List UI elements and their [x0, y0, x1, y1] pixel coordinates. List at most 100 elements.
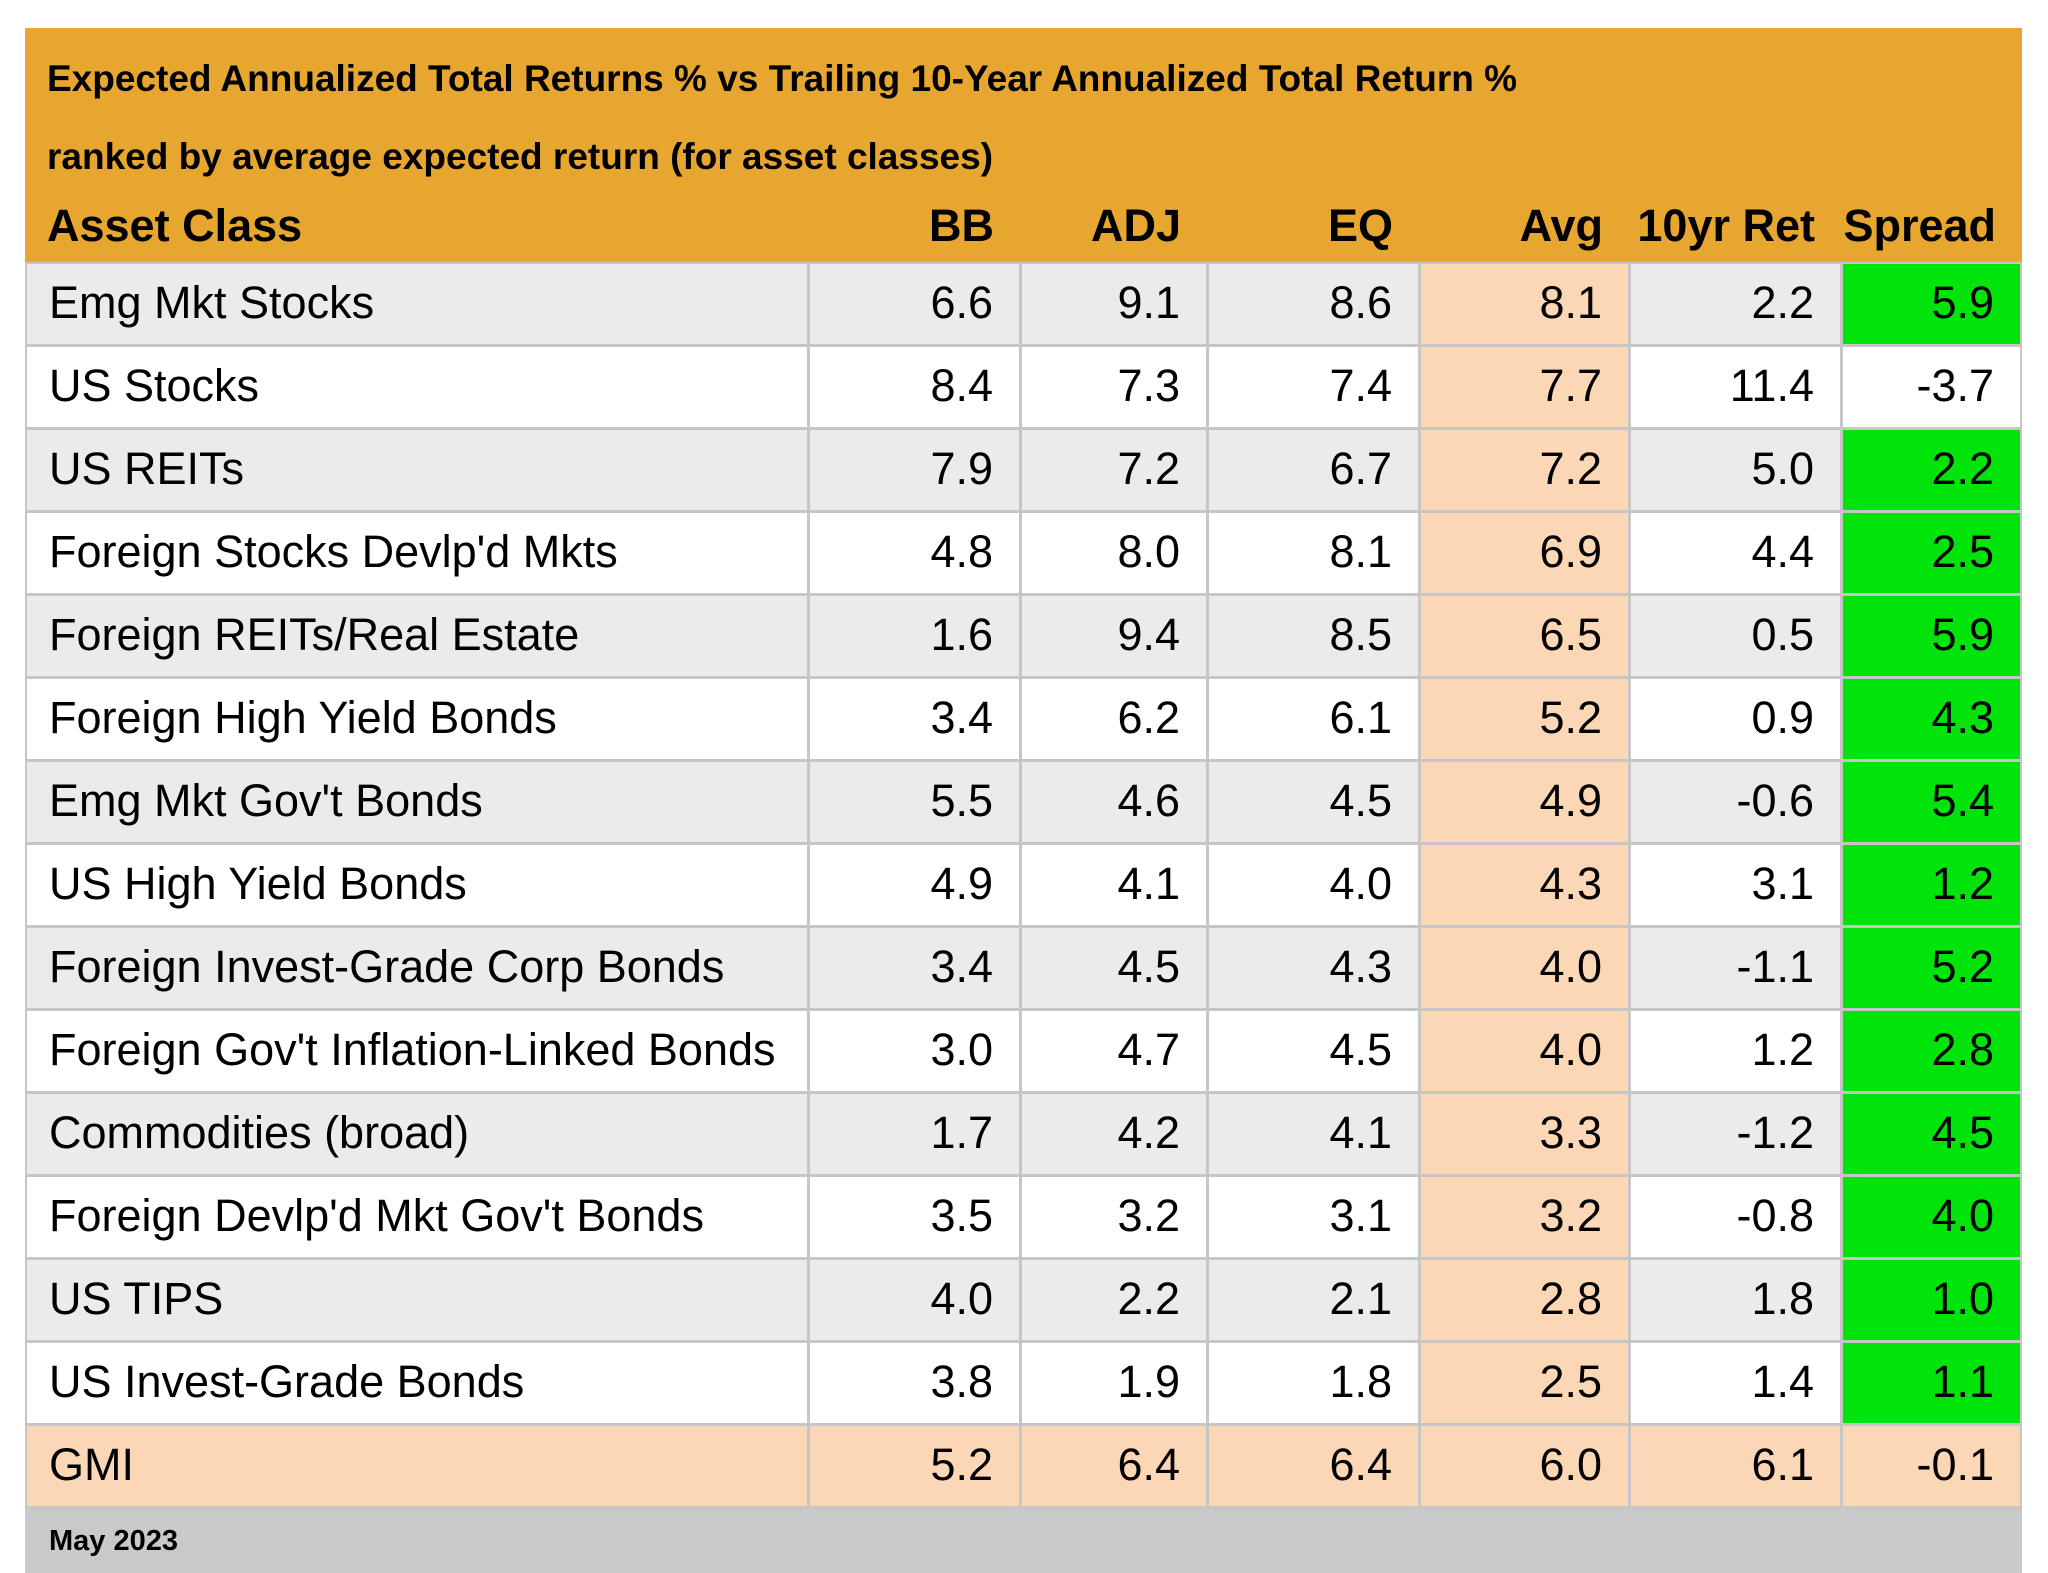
eq-cell: 8.5 — [1209, 596, 1421, 676]
bb-cell: 4.0 — [810, 1260, 1022, 1340]
table-header: Expected Annualized Total Returns % vs T… — [25, 28, 2022, 262]
table-row: Emg Mkt Gov't Bonds 5.5 4.6 4.5 4.9 -0.6 5.4 — [27, 762, 2020, 845]
avg-cell: 6.5 — [1421, 596, 1631, 676]
avg-cell: 4.0 — [1421, 1011, 1631, 1091]
avg-cell: 8.1 — [1421, 264, 1631, 344]
table-row: Emg Mkt Stocks 6.6 9.1 8.6 8.1 2.2 5.9 — [27, 264, 2020, 347]
avg-cell: 4.3 — [1421, 845, 1631, 925]
table-row: Foreign Stocks Devlp'd Mkts 4.8 8.0 8.1 6.9 4… — [27, 513, 2020, 596]
eq-cell: 6.4 — [1209, 1426, 1421, 1506]
10yr-ret-cell: -0.8 — [1631, 1177, 1843, 1257]
asset-class-cell: US High Yield Bonds — [27, 845, 810, 925]
footer-date: May 2023 — [49, 1525, 178, 1557]
10yr-ret-cell: 3.1 — [1631, 845, 1843, 925]
10yr-ret-cell: 5.0 — [1631, 430, 1843, 510]
spread-cell: 1.0 — [1843, 1260, 2020, 1340]
spread-cell: 4.3 — [1843, 679, 2020, 759]
bb-cell: 1.7 — [810, 1094, 1022, 1174]
avg-cell: 5.2 — [1421, 679, 1631, 759]
table-row: Commodities (broad) 1.7 4.2 4.1 3.3 -1.2 4.5 — [27, 1094, 2020, 1177]
table-row: GMI 5.2 6.4 6.4 6.0 6.1 -0.1 — [27, 1426, 2020, 1509]
bb-cell: 3.8 — [810, 1343, 1022, 1423]
bb-cell: 5.2 — [810, 1426, 1022, 1506]
adj-cell: 4.7 — [1022, 1011, 1209, 1091]
avg-cell: 2.8 — [1421, 1260, 1631, 1340]
10yr-ret-cell: 1.8 — [1631, 1260, 1843, 1340]
spread-cell: 5.9 — [1843, 264, 2020, 344]
asset-class-cell: Foreign Devlp'd Mkt Gov't Bonds — [27, 1177, 810, 1257]
asset-class-cell: Commodities (broad) — [27, 1094, 810, 1174]
avg-cell: 3.2 — [1421, 1177, 1631, 1257]
table-row: US Invest-Grade Bonds 3.8 1.9 1.8 2.5 1.4 1.1 — [27, 1343, 2020, 1426]
asset-class-cell: US TIPS — [27, 1260, 810, 1340]
adj-cell: 4.2 — [1022, 1094, 1209, 1174]
table-row: US TIPS 4.0 2.2 2.1 2.8 1.8 1.0 — [27, 1260, 2020, 1343]
bb-cell: 1.6 — [810, 596, 1022, 676]
asset-class-cell: Emg Mkt Stocks — [27, 264, 810, 344]
table-row: Foreign Invest-Grade Corp Bonds 3.4 4.5 4.3… — [27, 928, 2020, 1011]
10yr-ret-cell: 0.5 — [1631, 596, 1843, 676]
spread-cell: 2.5 — [1843, 513, 2020, 593]
column-header-avg: Avg — [1519, 200, 1603, 251]
avg-cell: 7.7 — [1421, 347, 1631, 427]
spread-cell: 4.0 — [1843, 1177, 2020, 1257]
eq-cell: 4.1 — [1209, 1094, 1421, 1174]
adj-cell: 7.2 — [1022, 430, 1209, 510]
asset-class-cell: Emg Mkt Gov't Bonds — [27, 762, 810, 842]
asset-class-cell: Foreign High Yield Bonds — [27, 679, 810, 759]
spread-cell: 1.2 — [1843, 845, 2020, 925]
asset-class-cell: Foreign Gov't Inflation-Linked Bonds — [27, 1011, 810, 1091]
table-footer: May 2023 — [25, 1509, 2022, 1573]
10yr-ret-cell: -1.1 — [1631, 928, 1843, 1008]
table-row: US High Yield Bonds 4.9 4.1 4.0 4.3 3.1 1.2 — [27, 845, 2020, 928]
column-header-bb: BB — [929, 200, 994, 251]
spread-cell: -3.7 — [1843, 347, 2020, 427]
bb-cell: 3.4 — [810, 679, 1022, 759]
table-title: Expected Annualized Total Returns % vs T… — [47, 58, 1518, 99]
adj-cell: 9.4 — [1022, 596, 1209, 676]
eq-cell: 8.1 — [1209, 513, 1421, 593]
10yr-ret-cell: 4.4 — [1631, 513, 1843, 593]
column-header-row: Asset Class BB ADJ EQ Avg 10yr Ret Sprea… — [25, 196, 2022, 262]
bb-cell: 7.9 — [810, 430, 1022, 510]
table-row: Foreign REITs/Real Estate 1.6 9.4 8.5 6.5 0.5… — [27, 596, 2020, 679]
bb-cell: 6.6 — [810, 264, 1022, 344]
eq-cell: 2.1 — [1209, 1260, 1421, 1340]
bb-cell: 8.4 — [810, 347, 1022, 427]
adj-cell: 7.3 — [1022, 347, 1209, 427]
eq-cell: 4.5 — [1209, 762, 1421, 842]
spread-cell: 1.1 — [1843, 1343, 2020, 1423]
10yr-ret-cell: -0.6 — [1631, 762, 1843, 842]
bb-cell: 3.4 — [810, 928, 1022, 1008]
adj-cell: 1.9 — [1022, 1343, 1209, 1423]
eq-cell: 7.4 — [1209, 347, 1421, 427]
table-row: US REITs 7.9 7.2 6.7 7.2 5.0 2.2 — [27, 430, 2020, 513]
avg-cell: 3.3 — [1421, 1094, 1631, 1174]
adj-cell: 8.0 — [1022, 513, 1209, 593]
10yr-ret-cell: -1.2 — [1631, 1094, 1843, 1174]
asset-class-cell: US Stocks — [27, 347, 810, 427]
adj-cell: 3.2 — [1022, 1177, 1209, 1257]
adj-cell: 2.2 — [1022, 1260, 1209, 1340]
spread-cell: 2.8 — [1843, 1011, 2020, 1091]
10yr-ret-cell: 2.2 — [1631, 264, 1843, 344]
avg-cell: 7.2 — [1421, 430, 1631, 510]
spread-cell: 4.5 — [1843, 1094, 2020, 1174]
10yr-ret-cell: 1.2 — [1631, 1011, 1843, 1091]
returns-table: Expected Annualized Total Returns % vs T… — [25, 28, 2022, 1573]
10yr-ret-cell: 6.1 — [1631, 1426, 1843, 1506]
eq-cell: 4.3 — [1209, 928, 1421, 1008]
adj-cell: 4.6 — [1022, 762, 1209, 842]
column-header-spread: Spread — [1843, 200, 1996, 251]
adj-cell: 9.1 — [1022, 264, 1209, 344]
eq-cell: 4.5 — [1209, 1011, 1421, 1091]
adj-cell: 4.1 — [1022, 845, 1209, 925]
eq-cell: 1.8 — [1209, 1343, 1421, 1423]
adj-cell: 6.2 — [1022, 679, 1209, 759]
table-row: US Stocks 8.4 7.3 7.4 7.7 11.4 -3.7 — [27, 347, 2020, 430]
avg-cell: 4.9 — [1421, 762, 1631, 842]
asset-class-cell: US Invest-Grade Bonds — [27, 1343, 810, 1423]
column-header-adj: ADJ — [1090, 200, 1181, 251]
spread-cell: 5.2 — [1843, 928, 2020, 1008]
asset-class-cell: US REITs — [27, 430, 810, 510]
